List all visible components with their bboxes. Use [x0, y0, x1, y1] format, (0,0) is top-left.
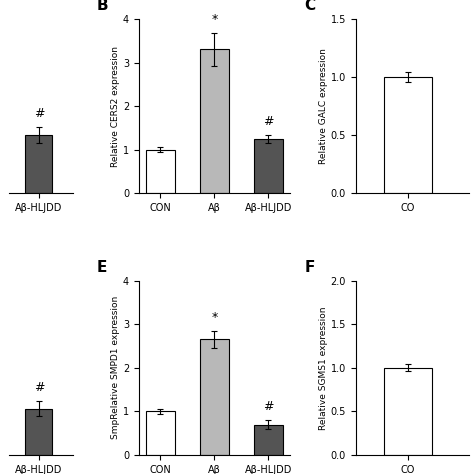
Text: #: # [263, 400, 273, 413]
Bar [254, 139, 283, 193]
Bar [254, 425, 283, 455]
Text: C: C [305, 0, 316, 13]
Text: *: * [211, 13, 218, 26]
Text: *: * [211, 311, 218, 324]
Bar [26, 135, 52, 193]
Bar [200, 49, 229, 193]
Y-axis label: SmpRelative SMPD1 expression: SmpRelative SMPD1 expression [111, 296, 120, 439]
Text: F: F [305, 260, 315, 275]
Text: #: # [34, 381, 44, 394]
Bar [472, 129, 474, 193]
Bar [146, 150, 175, 193]
Bar [26, 409, 52, 455]
Y-axis label: Relative GALC expression: Relative GALC expression [319, 48, 328, 164]
Bar [472, 398, 474, 455]
Bar [200, 339, 229, 455]
Y-axis label: Relative CERS2 expression: Relative CERS2 expression [111, 46, 120, 167]
Text: #: # [34, 107, 44, 120]
Bar [146, 411, 175, 455]
Bar [384, 368, 432, 455]
Y-axis label: Relative SGMS1 expression: Relative SGMS1 expression [319, 306, 328, 429]
Text: E: E [96, 260, 107, 275]
Bar [384, 77, 432, 193]
Text: B: B [96, 0, 108, 13]
Text: #: # [263, 115, 273, 128]
